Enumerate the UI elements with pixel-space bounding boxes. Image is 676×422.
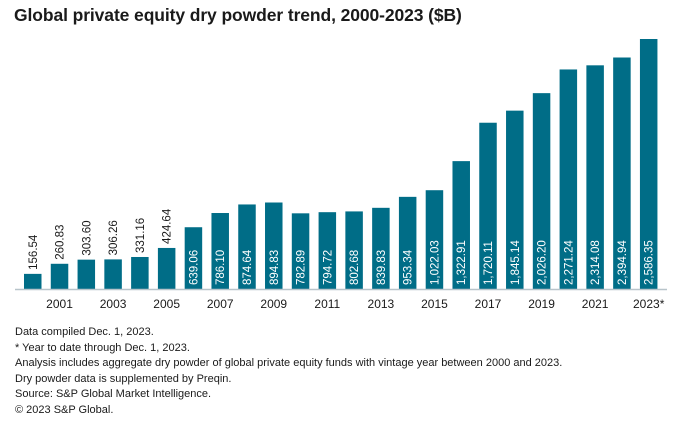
bar-2011 — [318, 212, 337, 289]
data-label-2013: 839.83 — [376, 250, 388, 285]
x-tick-label-2007: 2007 — [207, 297, 234, 311]
x-tick-label-2003: 2003 — [100, 297, 127, 311]
note-analysis: Analysis includes aggregate dry powder o… — [15, 357, 563, 370]
bar-2023* — [639, 39, 658, 289]
note-compiled: Data compiled Dec. 1, 2023. — [15, 326, 154, 338]
x-tick-label-2015: 2015 — [421, 297, 448, 311]
bar-2016 — [452, 161, 470, 289]
bar-2005 — [157, 247, 176, 289]
data-label-2016: 1,322.91 — [456, 240, 468, 285]
bar-2000 — [24, 273, 42, 289]
data-label-2017: 1,720.11 — [483, 241, 495, 285]
note-source: Source: S&P Global Market Intelligence. — [15, 388, 212, 401]
x-tick-label-2023*: 2023* — [633, 297, 665, 311]
data-label-2023*: 2,586.35 — [644, 240, 656, 285]
data-label-2018: 1,845.14 — [510, 240, 522, 285]
data-label-2000: 156.54 — [28, 234, 40, 270]
x-tick-label-2005: 2005 — [153, 297, 180, 311]
bar-2003 — [104, 259, 122, 289]
x-tick-label-2021: 2021 — [582, 297, 609, 311]
bar-2018 — [506, 110, 524, 289]
bar-2007 — [211, 213, 229, 289]
footnotes: Data compiled Dec. 1, 2023. * Year to da… — [15, 325, 562, 419]
x-tick-label-2017: 2017 — [475, 297, 502, 311]
data-label-2022: 2,394.94 — [617, 240, 629, 285]
x-tick-label-2019: 2019 — [528, 297, 555, 311]
bar-2001 — [50, 263, 69, 289]
data-label-2009: 894.83 — [269, 250, 281, 285]
data-label-2014: 953.34 — [403, 249, 415, 285]
data-label-2010: 782.89 — [296, 250, 308, 285]
data-label-2020: 2,271.24 — [563, 240, 575, 285]
data-label-2012: 802.68 — [349, 250, 361, 285]
bar-2014 — [398, 196, 417, 289]
note-ytd: * Year to date through Dec. 1, 2023. — [15, 341, 190, 354]
data-label-2002: 303.60 — [81, 220, 93, 255]
data-label-2005: 424.64 — [162, 208, 174, 244]
x-tick-label-2013: 2013 — [368, 297, 395, 311]
bar-2017 — [479, 122, 497, 289]
data-label-2006: 639.06 — [188, 250, 200, 285]
bar-2004 — [131, 256, 149, 289]
bar-2006 — [184, 227, 203, 289]
data-label-2001: 260.83 — [55, 225, 67, 260]
chart-title: Global private equity dry powder trend, … — [14, 5, 462, 25]
bar-2010 — [291, 213, 310, 289]
bar-2019 — [532, 93, 551, 289]
x-tick-label-2011: 2011 — [314, 297, 340, 311]
note-preqin: Dry powder data is supplemented by Preqi… — [15, 372, 232, 385]
data-label-2003: 306.26 — [108, 220, 120, 255]
bar-2013 — [372, 207, 390, 289]
data-label-2004: 331.16 — [135, 218, 147, 253]
bar-2022 — [613, 57, 631, 290]
data-label-2019: 2,026.20 — [537, 240, 549, 285]
bar-chart: 156.54 260.83 303.60 306.26 331.16 424.64 639.… — [15, 39, 667, 311]
note-copyright: © 2023 S&P Global. — [15, 403, 114, 416]
data-label-2015: 1,022.03 — [429, 240, 441, 285]
bar-2009 — [265, 202, 283, 289]
x-tick-label-2009: 2009 — [260, 297, 287, 311]
bar-2020 — [559, 69, 578, 289]
bar-2021 — [586, 65, 604, 289]
x-tick-label-2001: 2001 — [46, 297, 73, 311]
bar-2002 — [77, 259, 96, 289]
data-label-2007: 786.10 — [215, 250, 227, 285]
data-label-2011: 794.72 — [322, 250, 334, 285]
bar-2012 — [345, 211, 363, 289]
bar-2015 — [425, 190, 444, 289]
data-label-2008: 874.64 — [242, 249, 254, 285]
data-label-2021: 2,314.08 — [590, 240, 602, 285]
bar-2008 — [238, 204, 256, 289]
